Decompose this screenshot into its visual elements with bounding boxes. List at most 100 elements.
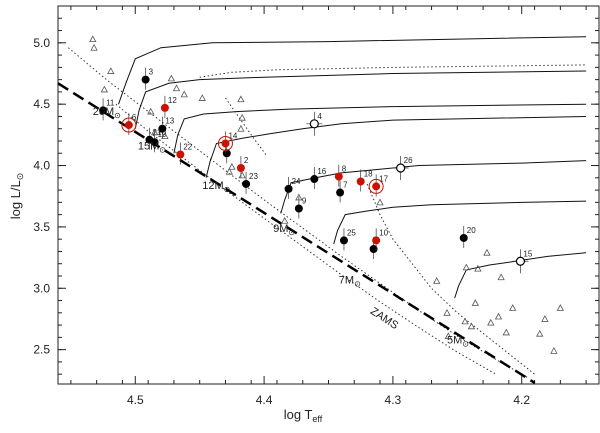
data-point — [99, 106, 108, 115]
triangle-point — [295, 193, 303, 201]
triangle-point — [225, 167, 233, 175]
point-id-label: 14 — [228, 131, 237, 140]
evolution-track — [118, 36, 587, 105]
evolution-track — [454, 252, 587, 299]
data-point — [372, 236, 381, 245]
triangle-point — [150, 128, 159, 136]
triangle-point — [172, 84, 181, 92]
point-id-label: 21 — [152, 128, 161, 137]
triangle-point — [444, 332, 452, 340]
triangle-point — [474, 264, 482, 272]
y-tick-label: 3.0 — [33, 281, 50, 295]
data-point — [356, 177, 365, 186]
ring-marker — [217, 135, 233, 151]
triangle-point — [237, 95, 245, 103]
point-id-label: 19 — [158, 130, 167, 139]
evolution-track — [173, 103, 587, 154]
x-tick-label: 4.3 — [385, 393, 402, 407]
zams-label: ZAMS — [368, 305, 400, 332]
dotted-isochrone — [366, 183, 535, 375]
point-id-label: 9 — [302, 197, 307, 206]
data-point — [242, 179, 251, 188]
triangle-point — [89, 35, 97, 43]
point-id-label: 12 — [168, 96, 177, 105]
point-id-label: 25 — [347, 228, 356, 237]
data-point — [222, 149, 231, 158]
y-axis-title: log L/L⊙ — [8, 173, 25, 220]
evolution-tracks — [67, 36, 587, 379]
data-point — [336, 188, 345, 197]
triangle-point — [376, 198, 384, 206]
evolution-track — [205, 116, 587, 178]
data-point — [176, 150, 185, 159]
data-point — [141, 75, 150, 84]
axes-ticks: 4.5 4.4 4.3 4.2 2.5 3.0 3.5 4.0 4.5 5.0 — [33, 6, 599, 407]
triangle-point — [238, 171, 246, 179]
dotted-isochrone — [67, 47, 529, 379]
triangle-point — [536, 329, 544, 337]
point-id-label: 6 — [132, 113, 137, 122]
triangle-point — [509, 304, 517, 311]
triangle-point — [90, 43, 98, 51]
triangle-point — [550, 347, 558, 354]
x-tick-label: 4.5 — [127, 393, 144, 407]
evolution-track — [134, 70, 587, 129]
point-id-label: 24 — [292, 177, 301, 186]
open-point — [515, 256, 526, 266]
triangle-point — [237, 124, 245, 132]
data-point — [339, 236, 348, 245]
data-point — [221, 139, 230, 148]
point-id-label: 16 — [317, 167, 326, 176]
open-point — [309, 119, 319, 129]
triangle-point — [467, 322, 476, 330]
point-id-label: 3 — [149, 68, 154, 77]
mass-label: 15M⊙ — [138, 141, 166, 155]
x-tick-label: 4.2 — [513, 393, 530, 407]
zams-line — [57, 82, 536, 384]
point-id-label: 4 — [317, 112, 322, 121]
y-tick-label: 3.5 — [33, 220, 50, 234]
y-tick-label: 2.5 — [33, 343, 50, 357]
triangle-point — [161, 132, 169, 139]
triangle-point — [443, 308, 451, 316]
triangle-point — [556, 304, 565, 311]
mass-label: 7M⊙ — [339, 274, 361, 288]
ring-marker — [121, 117, 137, 133]
triangle-point — [502, 328, 510, 336]
x-axis-title: log Teff — [284, 407, 323, 424]
annotations: 20M⊙ 15M⊙ 12M⊙ 9M⊙ 7M⊙ 5M⊙ — [93, 106, 469, 348]
open-point — [396, 163, 406, 173]
triangle-point — [471, 299, 480, 306]
triangle-point — [238, 113, 246, 121]
point-id-label: 15 — [523, 249, 532, 258]
y-tick-label: 4.0 — [33, 159, 50, 173]
triangle-point — [487, 318, 495, 326]
data-point — [150, 138, 159, 147]
triangle-point — [281, 216, 289, 224]
point-id-label: 8 — [342, 165, 347, 174]
triangle-point — [180, 90, 188, 98]
triangle-point — [483, 248, 491, 256]
triangle-point — [167, 74, 176, 82]
point-id-label: 10 — [379, 228, 388, 237]
point-id-label: 11 — [106, 98, 115, 107]
point-id-label: 17 — [379, 174, 388, 183]
triangle-point — [107, 67, 115, 74]
data-point — [158, 124, 167, 133]
point-id-label: 22 — [183, 143, 192, 152]
triangle-point — [198, 94, 206, 101]
data-point — [236, 164, 245, 172]
triangle-point — [228, 162, 236, 170]
data-point — [294, 204, 303, 213]
data-point — [369, 245, 378, 253]
triangle-point — [461, 317, 469, 325]
triangle-point — [462, 263, 470, 271]
point-id-label: 7 — [343, 181, 348, 190]
triangle-point — [147, 107, 155, 115]
triangle-point — [497, 273, 505, 281]
evolution-track — [333, 200, 587, 245]
point-id-label: 2 — [244, 156, 249, 165]
ring-marker — [368, 178, 384, 194]
